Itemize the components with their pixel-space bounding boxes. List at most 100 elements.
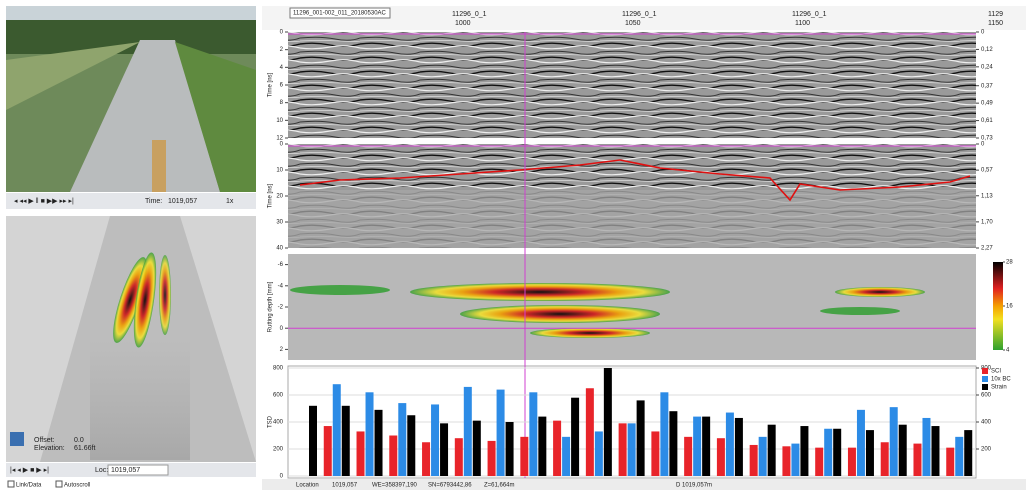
status-item: 1019,057 (332, 483, 358, 489)
checkbox-label: Autoscroll (64, 483, 90, 489)
axis-title: Time [ns] (268, 183, 274, 208)
bar (684, 436, 693, 476)
legend-label: 10x BC (991, 377, 1011, 383)
bar (594, 431, 603, 476)
tick-label: 30 (276, 220, 283, 226)
y-tick-label: 200 (273, 447, 284, 453)
bar (716, 438, 725, 476)
tick-label: 0 (280, 142, 284, 148)
bar (734, 417, 743, 476)
checkbox[interactable] (7, 480, 15, 488)
legend-label: Strain (991, 385, 1007, 391)
bar (636, 400, 645, 476)
bar (898, 424, 907, 476)
tick-label: 10 (276, 118, 283, 124)
bar (487, 440, 496, 476)
tick-label: 0,73 (981, 136, 993, 142)
status-bar: Location 1019,057 WE=358397,190 SN=67934… (262, 479, 1026, 490)
playback-buttons[interactable]: ◂ ◂◂ ▶ ‖ ■ ▶▶ ▸▸ ▸| (14, 198, 74, 205)
tick-label: 6 (280, 83, 284, 89)
marker-pos: 1000 (455, 20, 471, 27)
bar (815, 447, 824, 476)
marker-pos: 1050 (625, 20, 641, 27)
tick-label: 0 (280, 326, 284, 332)
rutting-blobs (290, 283, 925, 338)
axis-title: Rutting depth [mm] (268, 281, 274, 332)
loc-value: 1019,057 (111, 467, 140, 474)
tick-label: -2 (278, 305, 284, 311)
tick-label: 0 (981, 142, 985, 148)
ruler: 11296_001-002_011_20180530AC 11296_0_1 1… (262, 6, 1026, 30)
loc-label: Loc: (95, 467, 108, 474)
bar (833, 428, 842, 476)
tick-label: 0,61 (981, 118, 993, 124)
bar (651, 431, 660, 476)
checkbox[interactable] (55, 480, 63, 488)
axis-title: TSD (268, 415, 274, 428)
bar (374, 409, 383, 476)
tick-label: 10 (276, 168, 283, 174)
tick-label: 4 (280, 65, 284, 71)
3d-view: Offset: 0.0 Elevation: 61.66ft (6, 216, 256, 462)
bar (431, 404, 440, 476)
bar (562, 436, 571, 476)
tick-label: 12 (276, 136, 283, 142)
elevation-label: Elevation: (34, 445, 65, 452)
bar (323, 426, 332, 476)
bar (398, 403, 407, 476)
rutting-map (288, 254, 976, 360)
marker-line: 11296_0_1 (792, 11, 827, 18)
speed[interactable]: 1x (226, 198, 234, 205)
radargram (288, 32, 976, 138)
tick-label: 20 (276, 194, 283, 200)
bar (865, 430, 874, 476)
marker-line: 11296_0_1 (452, 11, 487, 18)
bar (749, 444, 758, 476)
bar (856, 409, 865, 476)
status-item: WE=358397,190 (372, 483, 418, 489)
bar (454, 438, 463, 476)
colorbar-label: 4 (1006, 348, 1010, 354)
bar (800, 426, 809, 476)
bar (964, 430, 973, 476)
tick-label: 0,12 (981, 47, 993, 53)
nav-buttons[interactable]: |◂ ◂ ▶ ■ ▶ ▸| (10, 467, 49, 474)
tick-label: 1,13 (981, 193, 993, 199)
colorbar-label: 16 (1006, 304, 1013, 310)
y-tick-label: 600 (273, 393, 284, 399)
bar (946, 447, 955, 476)
legend-swatch (982, 368, 988, 374)
bar (693, 416, 702, 476)
bar (669, 411, 678, 476)
bar (725, 412, 734, 476)
bar (660, 392, 669, 476)
y2-tick-label: 200 (981, 447, 992, 453)
color-bar (993, 262, 1003, 350)
bar (365, 392, 374, 476)
marker-line: 1129 (988, 11, 1003, 18)
bar (309, 405, 317, 476)
tick-label: 2 (280, 347, 284, 353)
bar (603, 368, 612, 476)
bar (791, 443, 800, 476)
video-controls: ◂ ◂◂ ▶ ‖ ■ ▶▶ ▸▸ ▸| Time: 1019,057 1x (6, 193, 256, 209)
video-view (6, 6, 256, 192)
3d-controls: |◂ ◂ ▶ ■ ▶ ▸| Loc: 1019,057 Link/Data Au… (6, 463, 256, 489)
bar (389, 435, 398, 476)
tick-label: 40 (276, 246, 283, 252)
bar (922, 417, 931, 476)
bar (847, 447, 856, 476)
bar (702, 416, 711, 476)
tick-label: 0,37 (981, 83, 993, 89)
bar (913, 443, 922, 476)
tick-label: 1,70 (981, 219, 993, 225)
bar (955, 436, 964, 476)
y-tick-label: 0 (280, 474, 284, 480)
status-item: D 1019,057m (676, 483, 712, 489)
loc-input[interactable] (107, 464, 169, 476)
bar (618, 423, 627, 476)
bar (463, 386, 472, 476)
bar (767, 424, 776, 476)
y2-tick-label: 400 (981, 420, 992, 426)
colorbar-label: 28 (1006, 260, 1013, 266)
